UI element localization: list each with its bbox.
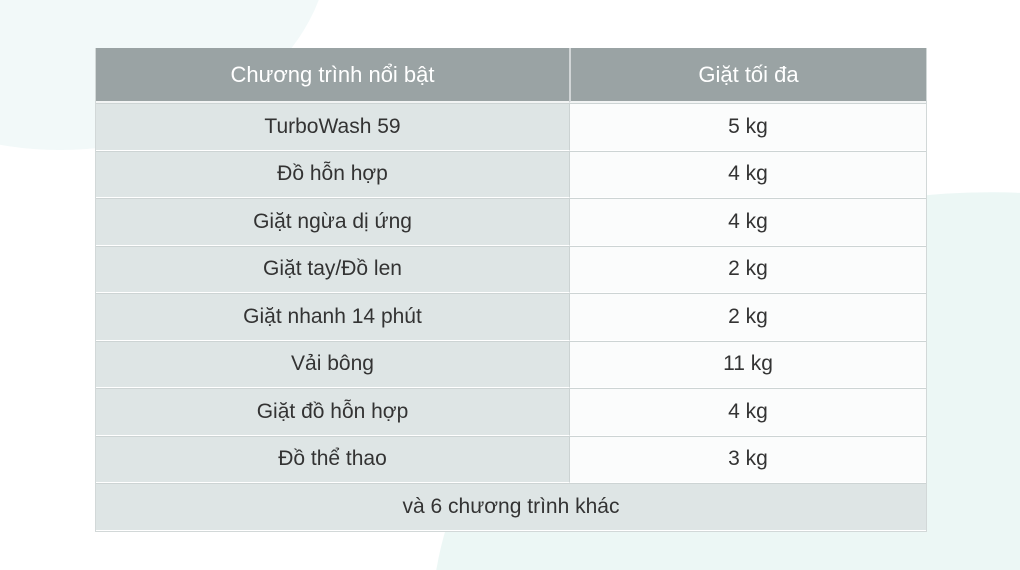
capacity-cell: 4 kg xyxy=(569,150,926,198)
table-row: TurboWash 59 5 kg xyxy=(96,103,926,151)
table-row: Giặt đồ hỗn hợp 4 kg xyxy=(96,388,926,436)
program-cell: Giặt đồ hỗn hợp xyxy=(96,388,569,436)
program-cell: Đồ thể thao xyxy=(96,435,569,483)
table-row: Giặt ngừa dị ứng 4 kg xyxy=(96,198,926,246)
header-max-wash: Giặt tối đa xyxy=(569,48,926,103)
table-row: Vải bông 11 kg xyxy=(96,340,926,388)
program-cell: Giặt ngừa dị ứng xyxy=(96,198,569,246)
capacity-cell: 11 kg xyxy=(569,340,926,388)
capacity-cell: 5 kg xyxy=(569,103,926,151)
capacity-cell: 4 kg xyxy=(569,198,926,246)
capacity-cell: 4 kg xyxy=(569,388,926,436)
capacity-cell: 2 kg xyxy=(569,293,926,341)
header-featured-programs: Chương trình nổi bật xyxy=(96,48,569,103)
program-spec-table: Chương trình nổi bật Giặt tối đa TurboWa… xyxy=(95,48,927,532)
header-row: Chương trình nổi bật Giặt tối đa xyxy=(96,48,926,103)
program-cell: Đồ hỗn hợp xyxy=(96,150,569,198)
capacity-cell: 2 kg xyxy=(569,245,926,293)
table-row: Giặt tay/Đồ len 2 kg xyxy=(96,245,926,293)
capacity-cell: 3 kg xyxy=(569,435,926,483)
table-header: Chương trình nổi bật Giặt tối đa xyxy=(96,48,926,103)
footer-row: và 6 chương trình khác xyxy=(96,483,926,531)
table-footer: và 6 chương trình khác xyxy=(96,483,926,531)
program-cell: TurboWash 59 xyxy=(96,103,569,151)
table-row: Đồ hỗn hợp 4 kg xyxy=(96,150,926,198)
program-cell: Vải bông xyxy=(96,340,569,388)
other-programs-note: và 6 chương trình khác xyxy=(96,483,926,531)
table-row: Đồ thể thao 3 kg xyxy=(96,435,926,483)
table-body: TurboWash 59 5 kg Đồ hỗn hợp 4 kg Giặt ngừa … xyxy=(96,103,926,483)
program-cell: Giặt nhanh 14 phút xyxy=(96,293,569,341)
program-cell: Giặt tay/Đồ len xyxy=(96,245,569,293)
table-row: Giặt nhanh 14 phút 2 kg xyxy=(96,293,926,341)
